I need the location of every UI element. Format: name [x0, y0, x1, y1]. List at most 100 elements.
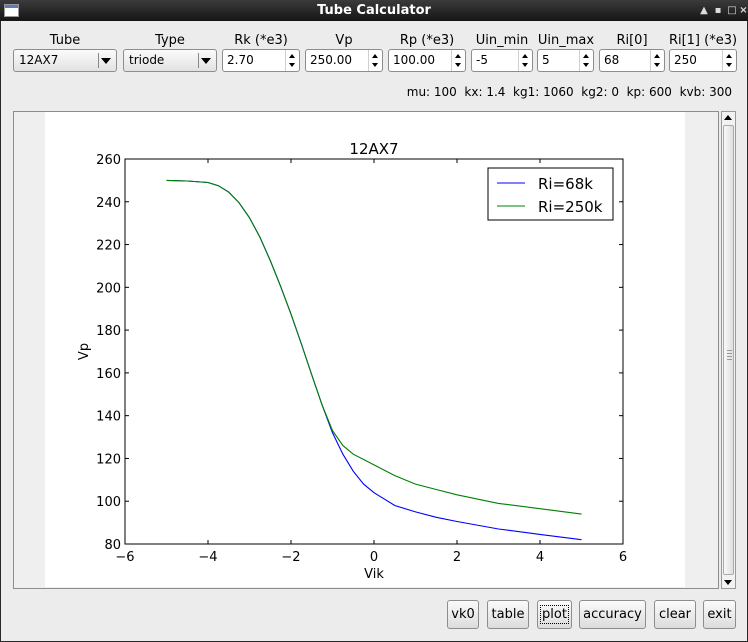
y-tick-label: 160: [96, 367, 121, 382]
window-title: Tube Calculator: [317, 3, 431, 18]
y-tick-label: 240: [96, 196, 121, 211]
series-line-2: [166, 179, 582, 515]
vp-spinbox[interactable]: 250.00: [305, 49, 383, 72]
chevron-down-icon: [201, 58, 211, 64]
spin-down-icon[interactable]: [522, 63, 528, 67]
chart-title: 12AX7: [349, 140, 398, 158]
maximize-icon[interactable]: □: [727, 5, 737, 16]
window-icon[interactable]: [4, 4, 19, 17]
legend-box: [487, 167, 614, 221]
plot-button[interactable]: plot: [537, 600, 572, 629]
clear-button[interactable]: clear: [654, 600, 696, 629]
spin-down-icon[interactable]: [726, 63, 732, 67]
tube-label: Tube: [49, 33, 81, 48]
spin-buttons[interactable]: [451, 50, 465, 71]
shade-icon[interactable]: ▲: [700, 5, 708, 16]
chart: −6 −4 −2 0 2 4 6 80 100 120 140 160 180 200 220 240 260 1…: [77, 140, 627, 582]
x-tick-label: 0: [370, 550, 378, 565]
x-tick-label: 4: [536, 550, 544, 565]
plot-canvas: −6 −4 −2 0 2 4 6 80 100 120 140 160 180 200 220 240 260 1…: [45, 112, 685, 587]
tube-select[interactable]: 12AX7: [13, 49, 117, 72]
tube-parameters: mu: 100 kx: 1.4 kg1: 1060 kg2: 0 kp: 600…: [406, 85, 732, 99]
plot-button-label: plot: [540, 605, 569, 624]
y-tick-label: 120: [96, 452, 121, 467]
table-button-label: table: [491, 607, 525, 622]
legend-label-2: Ri=250k: [538, 198, 603, 216]
spin-up-icon[interactable]: [583, 54, 589, 58]
uin-max-label: Uin_max: [537, 33, 595, 48]
spin-up-icon[interactable]: [289, 54, 295, 58]
series-line-1: [166, 179, 582, 541]
uin-min-spinbox[interactable]: -5: [471, 49, 533, 72]
uin-min-label: Uin_min: [475, 33, 529, 48]
spin-up-icon[interactable]: [522, 54, 528, 58]
chevron-down-icon: [101, 58, 111, 64]
spin-down-icon[interactable]: [654, 63, 660, 67]
y-tick-label: 140: [96, 410, 121, 425]
spin-down-icon[interactable]: [583, 63, 589, 67]
spin-down-icon[interactable]: [289, 63, 295, 67]
ri0-spinbox[interactable]: 68: [599, 49, 665, 72]
spin-down-icon[interactable]: [455, 63, 461, 67]
x-axis-label: Vik: [364, 567, 384, 582]
spin-buttons[interactable]: [579, 50, 593, 71]
y-tick-label: 220: [96, 239, 121, 254]
combo-separator: [98, 53, 99, 68]
spin-up-icon[interactable]: [726, 54, 732, 58]
vertical-scrollbar[interactable]: [721, 111, 736, 589]
y-axis-label: Vp: [77, 343, 92, 360]
uin-min-value: -5: [476, 53, 488, 67]
x-tick-label: 2: [453, 550, 461, 565]
type-select[interactable]: triode: [123, 49, 217, 72]
rp-label: Rp (*e3): [399, 33, 455, 48]
rk-label: Rk (*e3): [234, 33, 288, 48]
spin-buttons[interactable]: [650, 50, 664, 71]
exit-button[interactable]: exit: [703, 600, 736, 629]
scroll-up-icon[interactable]: [724, 115, 732, 120]
ri1-spinbox[interactable]: 250: [669, 49, 737, 72]
table-button[interactable]: table: [487, 600, 529, 629]
vk0-button[interactable]: vk0: [447, 600, 479, 629]
clear-button-label: clear: [658, 607, 692, 622]
legend-label-1: Ri=68k: [538, 175, 593, 193]
vp-label: Vp: [335, 33, 353, 48]
spin-buttons[interactable]: [285, 50, 299, 71]
spin-buttons[interactable]: [368, 50, 382, 71]
grip-icon: [727, 350, 732, 362]
scroll-thumb[interactable]: [723, 125, 734, 575]
close-icon[interactable]: ×: [739, 5, 748, 16]
rp-value: 100.00: [393, 53, 435, 67]
type-label: Type: [155, 33, 185, 48]
ri1-value: 250: [674, 53, 697, 67]
scroll-down-icon[interactable]: [724, 580, 732, 585]
accuracy-button[interactable]: accuracy: [579, 600, 646, 629]
x-tick-label: 6: [619, 550, 627, 565]
uin-max-spinbox[interactable]: 5: [537, 49, 594, 72]
rk-value: 2.70: [227, 53, 254, 67]
y-tick-label: 200: [96, 281, 121, 296]
spin-down-icon[interactable]: [372, 63, 378, 67]
y-tick-label: 80: [104, 538, 121, 553]
uin-max-value: 5: [542, 53, 550, 67]
tube-select-value: 12AX7: [19, 53, 59, 67]
rp-spinbox[interactable]: 100.00: [388, 49, 466, 72]
vp-value: 250.00: [310, 53, 352, 67]
accuracy-button-label: accuracy: [583, 607, 642, 622]
combo-separator: [198, 53, 199, 68]
vk0-button-label: vk0: [451, 607, 475, 622]
y-tick-label: 260: [96, 153, 121, 168]
x-tick-label: −2: [281, 550, 300, 565]
spin-buttons[interactable]: [722, 50, 736, 71]
exit-button-label: exit: [707, 607, 732, 622]
rk-spinbox[interactable]: 2.70: [222, 49, 300, 72]
ri0-value: 68: [604, 53, 620, 67]
type-select-value: triode: [129, 53, 165, 67]
minimize-icon[interactable]: ▪: [714, 5, 722, 16]
x-tick-label: −6: [115, 550, 134, 565]
spin-up-icon[interactable]: [455, 54, 461, 58]
x-tick-label: −4: [198, 550, 217, 565]
spin-up-icon[interactable]: [654, 54, 660, 58]
spin-buttons[interactable]: [518, 50, 532, 71]
title-bar: Tube Calculator ▲ ▪ □ ×: [0, 0, 748, 21]
spin-up-icon[interactable]: [372, 54, 378, 58]
